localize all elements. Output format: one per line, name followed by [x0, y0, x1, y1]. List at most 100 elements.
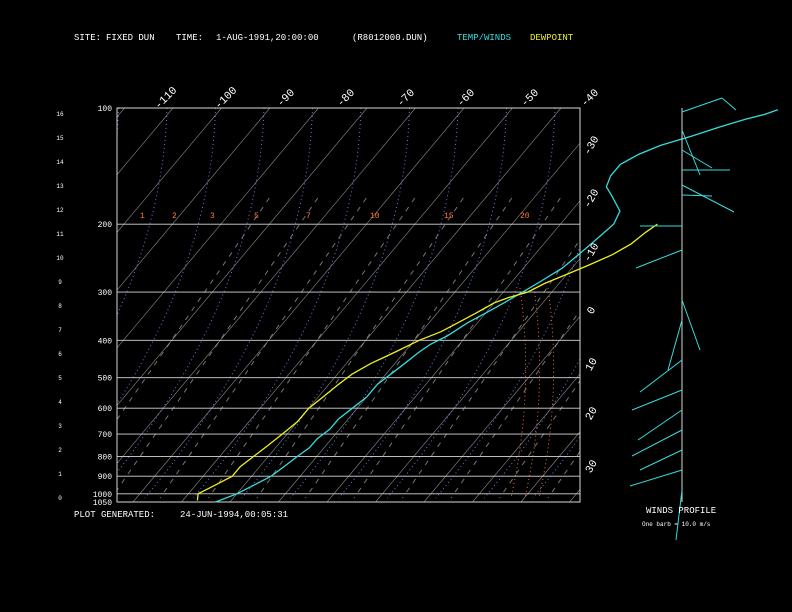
top-temp-label: -50	[519, 87, 541, 109]
isotherm-line	[375, 258, 580, 502]
isotherm-line	[667, 108, 792, 502]
height-tick-label: 0	[58, 495, 62, 502]
isotherm-line	[0, 108, 76, 502]
plot-generated-value: 24-JUN-1994,00:05:31	[180, 510, 289, 520]
height-tick-label: 1	[58, 471, 62, 478]
right-temp-label: -30	[582, 134, 602, 157]
mixing-ratio-label: 10	[370, 212, 380, 221]
wind-barb	[681, 184, 735, 213]
right-temp-label: 30	[584, 458, 601, 475]
moist-adiabat-line	[678, 108, 792, 498]
dry-adiabat-line	[256, 197, 464, 499]
isotherm-line	[117, 108, 271, 291]
height-tick-label: 16	[56, 111, 64, 118]
height-tick-label: 9	[58, 279, 62, 286]
dry-adiabat-line	[353, 197, 561, 499]
wind-barb	[681, 129, 701, 176]
pressure-label: 600	[98, 405, 113, 414]
wind-barb	[629, 469, 683, 487]
moist-adiabat-line	[117, 108, 265, 474]
moist-adiabat-line	[117, 108, 216, 405]
isotherm-line	[618, 108, 792, 502]
moist-adiabat-line	[241, 108, 410, 499]
plot-generated-label: PLOT GENERATED:	[74, 510, 156, 520]
top-temp-label: -90	[275, 87, 297, 109]
mixing-ratio-label: 15	[444, 212, 454, 221]
mixing-ratio-label: 3	[210, 212, 215, 221]
pressure-label: 200	[98, 221, 113, 230]
time-label: TIME:	[176, 33, 204, 43]
wind-barb	[681, 97, 723, 113]
pressure-label: 400	[98, 337, 113, 346]
top-temp-label: -80	[335, 87, 357, 109]
site-value: FIXED DUN	[106, 33, 155, 43]
pressure-label: 1050	[93, 499, 112, 508]
pressure-label: 1000	[93, 491, 112, 500]
isotherm-line	[117, 108, 222, 233]
height-tick-label: 5	[58, 375, 62, 382]
wind-barb	[635, 249, 683, 269]
isotherm-line	[423, 315, 580, 502]
dewpoint-legend: DEWPOINT	[530, 33, 574, 43]
moist-adiabat-line	[630, 108, 792, 498]
dry-adiabat-line	[117, 197, 270, 421]
moist-adiabat-line	[338, 108, 507, 499]
height-tick-label: 7	[58, 327, 62, 334]
mixing-ratio-label: 1	[140, 212, 145, 221]
temperature-curve	[215, 109, 779, 503]
isotherm-line	[0, 108, 27, 502]
height-tick-label: 15	[56, 135, 64, 142]
height-tick-label: 12	[56, 207, 64, 214]
temp-winds-legend: TEMP/WINDS	[457, 33, 512, 43]
height-tick-label: 11	[56, 231, 64, 238]
file-name: (R8012000.DUN)	[352, 33, 428, 43]
mixing-ratio-label: 5	[254, 212, 259, 221]
plot-area	[0, 108, 792, 502]
dewpoint-curve	[196, 223, 658, 501]
mixing-ratio-label: 2	[172, 212, 177, 221]
height-tick-label: 4	[58, 399, 62, 406]
right-temp-label: -20	[582, 187, 602, 210]
top-temp-label: -60	[455, 87, 477, 109]
pressure-label: 100	[98, 105, 113, 114]
moist-adiabat-line	[532, 435, 580, 499]
isotherm-line	[278, 142, 580, 502]
chart-frame	[116, 107, 581, 503]
winds-profile-title: WINDS PROFILE	[646, 506, 717, 516]
chart-curves	[196, 109, 779, 503]
time-value: 1-AUG-1991,20:00:00	[216, 33, 319, 43]
moist-adiabat-line	[192, 108, 362, 499]
height-tick-label: 2	[58, 447, 62, 454]
mixing-ratio-label: 20	[520, 212, 530, 221]
isotherm-line	[117, 108, 174, 176]
isotherm-line	[764, 108, 792, 502]
winds-profile	[629, 97, 737, 541]
wind-barb	[721, 97, 737, 111]
wind-barb	[639, 359, 683, 393]
pressure-label: 300	[98, 289, 113, 298]
site-label: SITE:	[74, 33, 102, 43]
pressure-label: 500	[98, 375, 113, 384]
isotherm-line	[132, 108, 465, 502]
top-temp-label: -70	[395, 87, 417, 109]
height-tick-label: 6	[58, 351, 62, 358]
isotherm-line	[569, 489, 580, 502]
isotherm-line	[326, 200, 580, 502]
dry-adiabat-line	[450, 309, 580, 499]
chart-grid	[0, 107, 792, 503]
dry-adiabat-line	[742, 198, 792, 498]
moist-adiabat-line	[117, 108, 168, 317]
pressure-label: 800	[98, 453, 113, 462]
isotherm-line	[117, 108, 125, 118]
moist-adiabat-line	[386, 108, 556, 499]
height-tick-label: 13	[56, 183, 64, 190]
moist-adiabat-line	[727, 108, 792, 498]
moist-adiabat-line	[144, 108, 313, 499]
right-temp-label: 10	[584, 356, 601, 373]
isotherm-line	[117, 108, 416, 464]
isotherm-line	[472, 373, 580, 502]
wind-barb	[667, 319, 683, 371]
dry-adiabat-line	[694, 198, 792, 498]
wind-barb	[631, 429, 683, 457]
